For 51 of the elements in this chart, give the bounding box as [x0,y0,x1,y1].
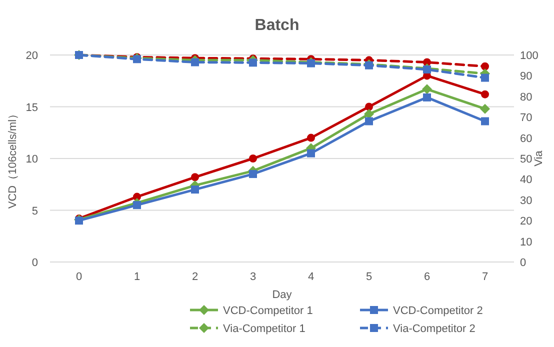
y-tick-label: 0 [32,257,38,269]
x-tick-label: 3 [250,271,256,283]
point [191,173,199,182]
y2-tick-label: 70 [520,112,532,124]
x-tick-label: 7 [482,271,488,283]
y2-tick-label: 60 [520,132,532,145]
y2-tick-label: 90 [520,70,532,83]
y2-tick-label: 50 [520,154,532,166]
x-tick-label: 5 [366,271,372,283]
legend-label: Via-Competitor 1 [223,323,306,335]
x-tick-label: 0 [76,271,82,283]
point [307,134,315,142]
legend-label: Via-Competitor 2 [393,323,476,335]
y2-axis-title: Via [533,150,545,166]
y-tick-label: 10 [26,154,38,166]
point [249,170,257,178]
x-tick-label: 1 [134,271,140,283]
x-axis-title: Day [272,289,292,301]
chart-title: Batch [254,17,300,34]
y2-tick-label: 10 [520,236,532,248]
y2-tick-label: 20 [520,216,532,228]
x-tick-label: 2 [192,271,198,283]
point [307,149,315,158]
point [133,201,141,210]
y2-tick-label: 0 [520,257,526,269]
point [481,74,489,82]
legend-label: VCD-Competitor 1 [223,305,313,317]
point [364,108,374,119]
y-axis-title: VCD（106cells/ml） [7,108,19,209]
y-tick-label: 15 [26,102,38,114]
y2-tick-label: 100 [520,50,538,62]
y-tick-label: 20 [26,50,38,62]
x-tick-label: 6 [424,271,430,283]
point [481,117,489,126]
point [481,62,489,70]
point [365,102,373,111]
point [422,84,432,94]
y2-tick-label: 80 [520,91,532,104]
y2-tick-label: 30 [520,194,532,207]
point [191,58,199,66]
y2-tick-label: 40 [520,174,532,186]
point [481,90,489,98]
x-tick-label: 4 [308,271,314,283]
point [191,186,199,194]
point [249,58,257,67]
point [480,104,490,114]
legend-label: VCD-Competitor 2 [393,305,483,317]
point [249,154,257,162]
point [423,93,431,102]
y-tick-label: 5 [32,205,38,218]
point [365,117,373,126]
